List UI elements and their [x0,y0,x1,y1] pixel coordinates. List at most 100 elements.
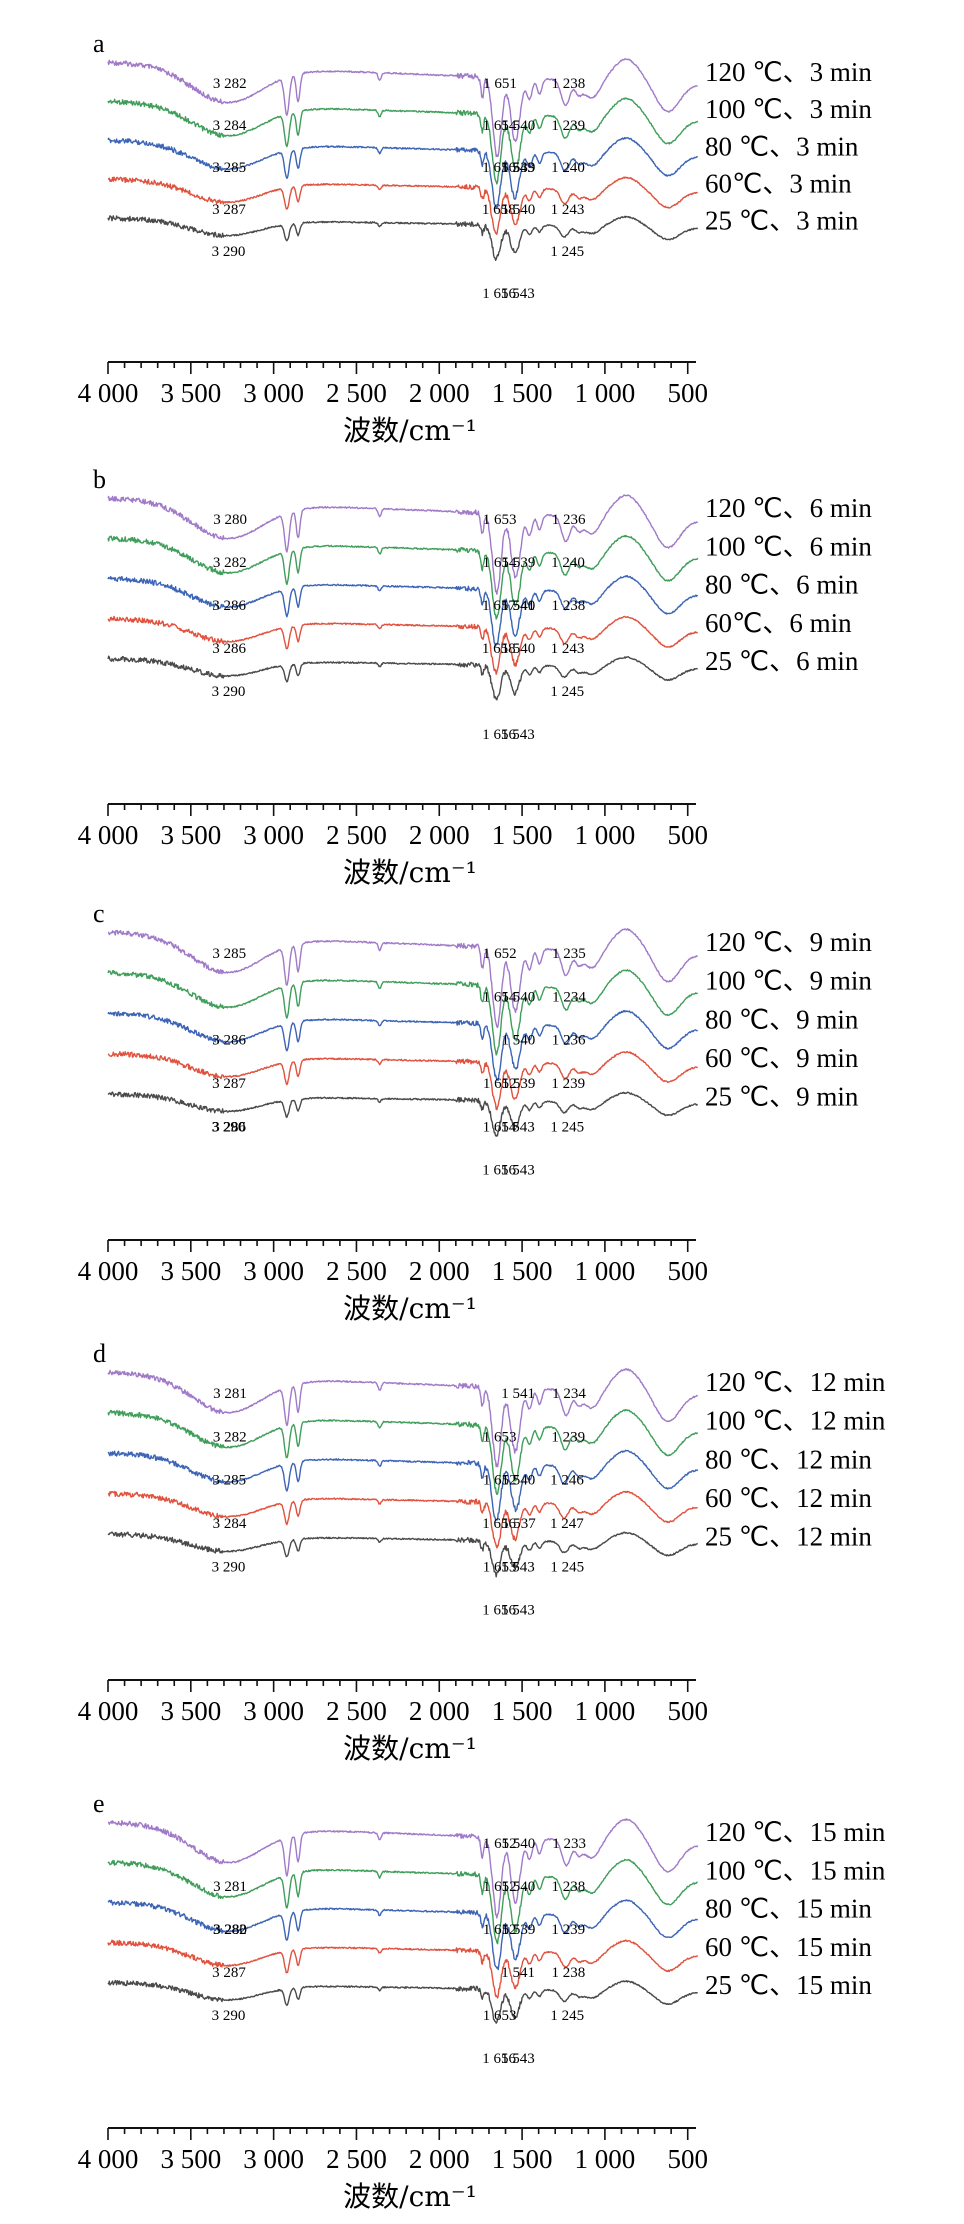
peak-label: 3 285 [212,946,246,962]
x-tick-label: 2 000 [409,1256,470,1286]
peak-label: 1 540 [501,1473,535,1489]
legend-label: 120 ℃、15 min [705,1817,886,1847]
peak-label: 1 654 [483,118,517,134]
peak-label: 1 543 [501,2051,535,2067]
peak-label: 1 652 [483,1836,517,1852]
peak-label: 1 658 [482,641,516,657]
panel-a: a 120 ℃、3 min 100 ℃、3 min 80 ℃、3 min 60℃、3 m… [78,29,873,447]
panel-d: d 120 ℃、12 min 100 ℃、12 min 80 ℃、12 min 60 ℃… [78,1339,886,1765]
trace-a-4 [107,215,699,261]
peak-label: 1 654 [483,555,517,571]
panel-b: b 120 ℃、6 min 100 ℃、6 min 80 ℃、6 min 60℃、6 m… [78,465,873,889]
peak-label: 3 290 [212,244,246,260]
peak-label: 1 543 [501,286,535,302]
peak-label: 3 290 [212,2008,246,2024]
x-tick-label: 1 500 [492,1696,553,1726]
peak-label: 1 540 [501,989,535,1005]
trace-b-0 [107,494,699,595]
legend-label: 80 ℃、6 min [705,570,859,600]
peak-label: 1 540 [501,1836,535,1852]
legend-label: 60℃、3 min [705,169,852,199]
x-tick-label: 2 500 [326,378,387,408]
peak-label: 1 656 [482,2051,516,2067]
peak-label: 1 238 [551,1965,585,1981]
peak-label: 1 652 [483,1922,517,1938]
peak-label: 1 540 [501,118,535,134]
legend-label: 120 ℃、12 min [705,1367,886,1397]
x-tick-label: 2 500 [326,820,387,850]
x-tick-label: 4 000 [78,820,139,850]
legend-label: 100 ℃、9 min [705,966,872,996]
x-tick-label: 3 000 [243,378,304,408]
peak-label: 1 543 [501,1163,535,1179]
trace-c-4 [107,1091,699,1137]
peak-label: 3 282 [213,555,247,571]
peak-label: 3 286 [212,598,246,614]
x-tick-label: 2 500 [326,2144,387,2174]
panel-letter: d [93,1339,106,1368]
peak-label: 3 290 [212,1559,246,1575]
x-axis-label: 波数/cm⁻¹ [343,1732,477,1765]
x-tick-label: 1 000 [575,1256,636,1286]
trace-c-1 [107,969,698,1056]
peak-label: 1 247 [550,1516,584,1532]
trace-b-3 [107,615,699,675]
peak-label: 1 653 [483,2008,517,2024]
x-tick-label: 3 000 [243,1256,304,1286]
peak-label: 1 539 [502,1922,536,1938]
legend-label: 100 ℃、6 min [705,531,872,561]
trace-d-0 [107,1368,699,1468]
x-tick-label: 1 500 [492,378,553,408]
peak-label: 1 240 [551,160,585,176]
x-tick-label: 500 [667,820,708,850]
trace-a-2 [107,136,698,209]
trace-d-4 [107,1531,698,1578]
peak-label: 1 239 [551,1429,585,1445]
peak-label: 1 238 [551,598,585,614]
peak-label: 1 541 [501,598,535,614]
trace-b-1 [107,534,699,620]
peak-label: 1 653 [483,512,517,528]
peak-label: 1 656 [482,286,516,302]
x-tick-label: 1 500 [492,1256,553,1286]
peak-label: 1 540 [501,1033,535,1049]
x-tick-label: 1 500 [492,2144,553,2174]
peak-label: 1 651 [483,76,517,92]
legend-label: 100 ℃、12 min [705,1406,886,1436]
peak-label: 3 286 [212,641,246,657]
x-tick-label: 500 [667,2144,708,2174]
peak-label: 3 282 [213,76,247,92]
peak-label: 1 652 [483,1473,517,1489]
x-tick-label: 4 000 [78,2144,139,2174]
trace-b-4 [107,655,698,701]
legend-label: 25 ℃、12 min [705,1522,872,1552]
peak-label: 1 240 [551,555,585,571]
peak-label: 1 236 [552,512,586,528]
peak-label: 1 245 [550,1559,584,1575]
panel-letter: c [93,899,105,928]
peak-label: 1 246 [550,1473,584,1489]
peak-label: 1 235 [552,946,586,962]
legend-label: 120 ℃、9 min [705,927,872,957]
x-tick-label: 4 000 [78,378,139,408]
peak-label: 1 654 [483,1119,517,1135]
trace-c-3 [107,1050,698,1111]
peak-label: 3 290 [212,1119,246,1135]
peak-label: 3 282 [213,1429,247,1445]
trace-c-0 [107,928,698,1029]
peak-label: 1 245 [550,2008,584,2024]
peak-label: 1 656 [482,160,516,176]
x-tick-label: 3 500 [160,1256,221,1286]
peak-label: 1 541 [501,1965,535,1981]
x-tick-label: 500 [667,1696,708,1726]
peak-label: 1 238 [551,1879,585,1895]
peak-label: 3 281 [213,1386,247,1402]
peak-label: 1 537 [502,1516,536,1532]
x-axis-label: 波数/cm⁻¹ [343,1292,477,1325]
legend-label: 120 ℃、3 min [705,57,872,87]
peak-label: 1 543 [501,727,535,743]
legend-label: 25 ℃、15 min [705,1970,872,2000]
peak-label: 1 543 [501,1119,535,1135]
x-tick-label: 2 000 [409,378,470,408]
peak-label: 1 658 [482,202,516,218]
